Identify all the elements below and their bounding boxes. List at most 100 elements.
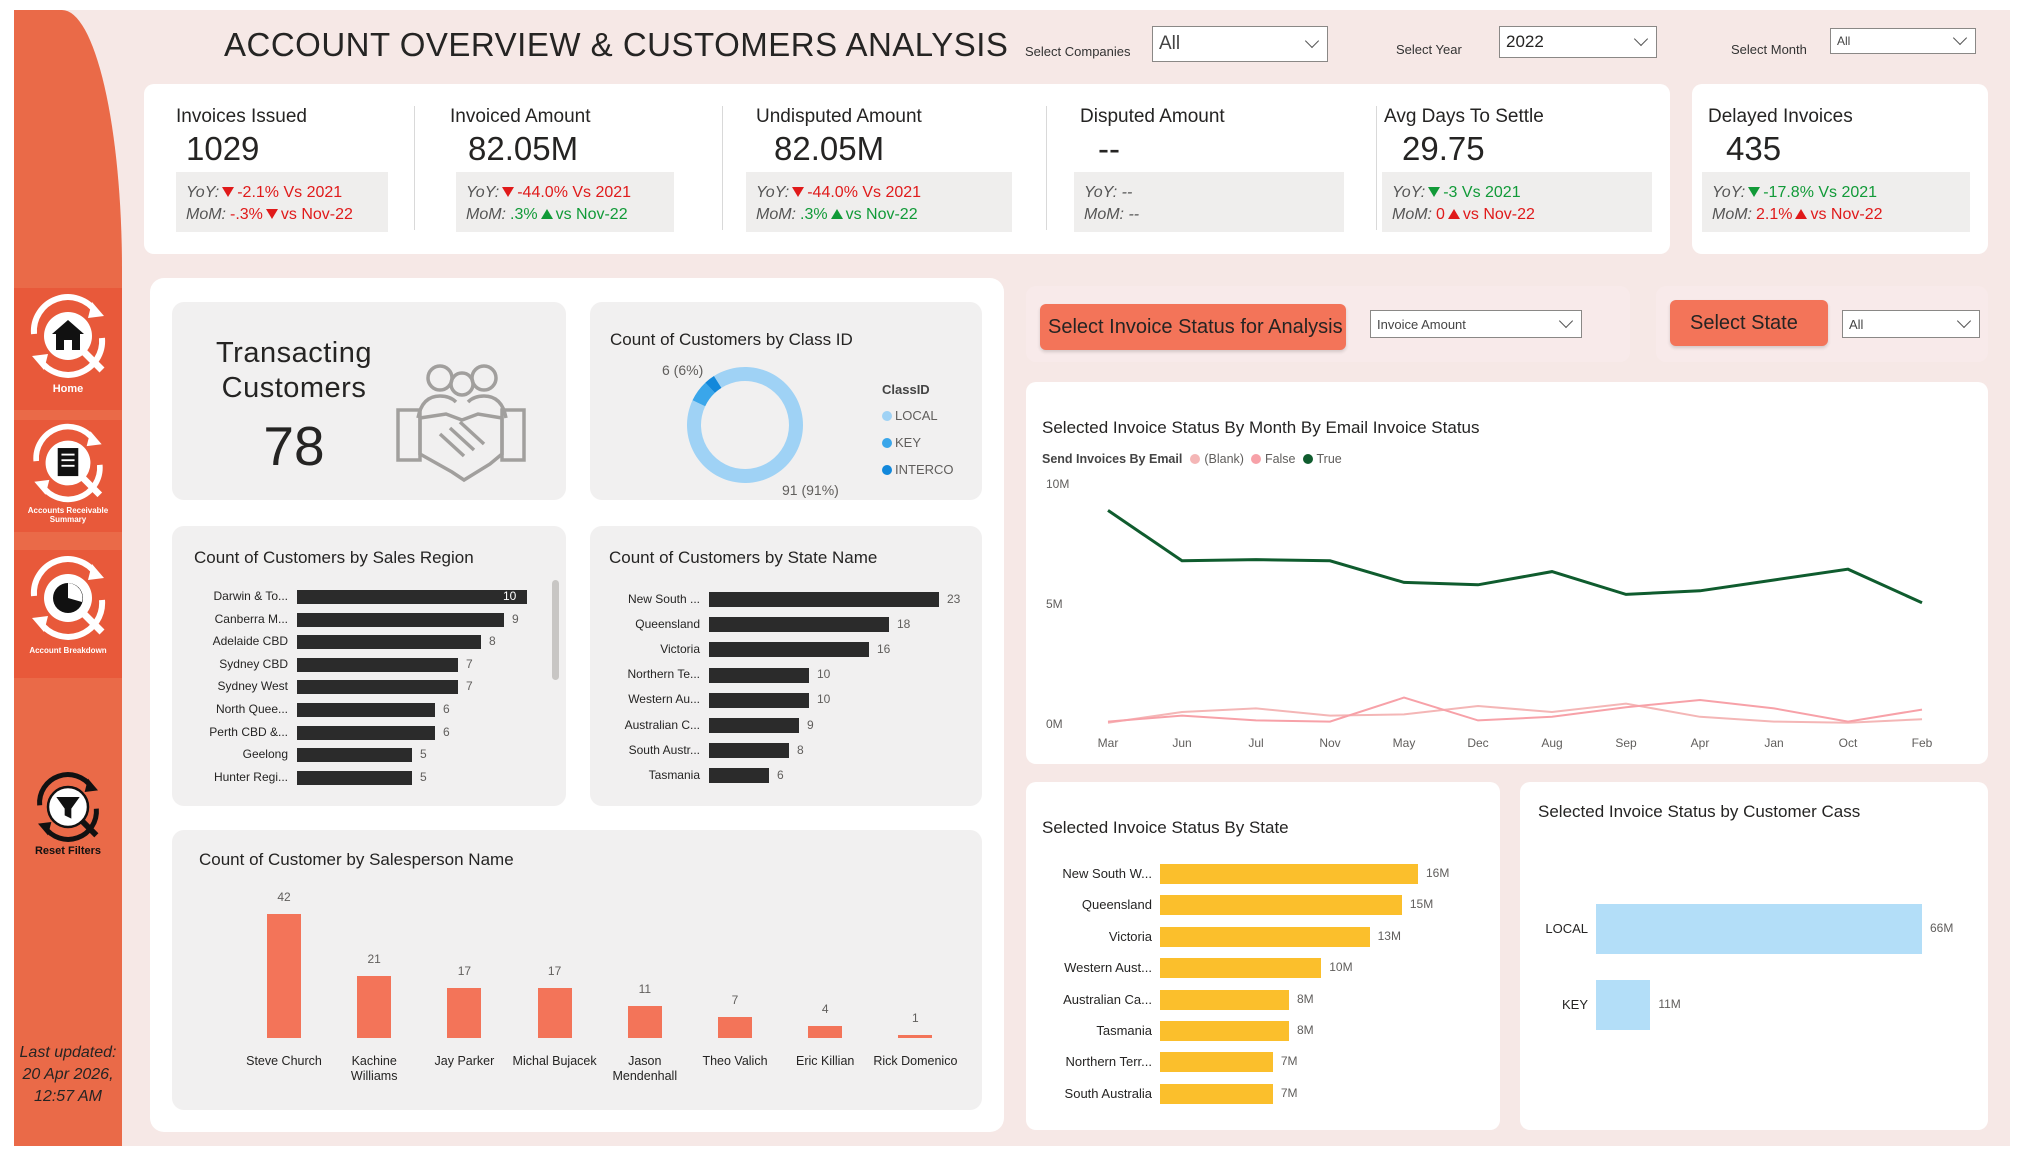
bar-value-label: 10M <box>1329 960 1353 975</box>
bar[interactable] <box>1596 904 1922 954</box>
bar[interactable] <box>1160 989 1289 1010</box>
state-name-card <box>590 526 982 806</box>
kpi-comparison-box: YoY: -17.8% Vs 2021 MoM: 2.1% vs Nov-22 <box>1702 172 1970 232</box>
bar[interactable] <box>297 590 527 604</box>
state-dropdown[interactable]: All <box>1842 310 1980 338</box>
kpi-title: Avg Days To Settle <box>1384 106 1544 127</box>
year-dropdown[interactable]: 2022 <box>1499 26 1657 58</box>
bar[interactable] <box>297 770 412 785</box>
bar[interactable] <box>709 592 939 607</box>
kpi-yoy-row: YoY: -- <box>1084 182 1334 204</box>
bar[interactable] <box>709 718 799 733</box>
bar[interactable] <box>297 725 435 740</box>
bar[interactable] <box>709 642 869 658</box>
kpi-yoy-label: YoY: <box>186 184 220 201</box>
bar[interactable] <box>297 657 458 672</box>
line-series-false[interactable] <box>1107 696 1923 723</box>
page-title: ACCOUNT OVERVIEW & CUSTOMERS ANALYSIS <box>224 26 1009 63</box>
x-tick-label: Jan <box>1764 736 1783 750</box>
invoice-status-dropdown[interactable]: Invoice Amount <box>1370 310 1582 338</box>
legend-item-interco[interactable]: INTERCO <box>882 456 954 483</box>
line-series-blank[interactable] <box>1107 702 1923 724</box>
bar[interactable] <box>297 703 435 717</box>
salesperson-bar[interactable] <box>447 987 482 1038</box>
donut-slice-key[interactable] <box>692 382 715 407</box>
salesperson-bar[interactable] <box>718 1017 752 1038</box>
salesperson-bar[interactable] <box>808 1026 843 1038</box>
bar-category-label: Perth CBD &... <box>209 724 288 739</box>
select-state-button[interactable]: Select State <box>1670 300 1828 346</box>
bar-category-label: South Australia <box>1064 1085 1152 1101</box>
salesperson-card <box>172 830 982 1110</box>
kpi-mom-label: MoM: -- <box>1084 206 1140 223</box>
bar-value-label: 8 <box>797 742 804 757</box>
select-companies-label: Select Companies <box>1025 44 1131 59</box>
salesperson-bar[interactable] <box>537 987 572 1038</box>
kpi-yoy-label: YoY: -- <box>1084 184 1133 201</box>
salesperson-bar[interactable] <box>898 1035 933 1038</box>
companies-dropdown[interactable]: All <box>1152 26 1328 62</box>
bar[interactable] <box>709 743 789 759</box>
kpi-value: 435 <box>1726 130 1782 167</box>
pie-chart-icon <box>30 556 106 640</box>
salesperson-bar[interactable] <box>357 976 392 1038</box>
trend-up-icon <box>540 209 553 219</box>
class-id-donut <box>687 367 803 483</box>
bar[interactable] <box>1596 980 1651 1030</box>
legend-true[interactable]: True <box>1316 452 1342 466</box>
kpi-mom-tail: vs Nov-22 <box>1810 206 1883 223</box>
bar[interactable] <box>1160 926 1370 947</box>
bar[interactable] <box>297 748 412 763</box>
donut-small-label: 6 (6%) <box>662 362 704 378</box>
kpi-divider <box>1376 106 1377 230</box>
salesperson-bar[interactable] <box>267 914 301 1038</box>
y-tick-label: 10M <box>1046 477 1069 491</box>
trend-down-icon <box>1428 187 1441 197</box>
kpi-card: Avg Days To Settle 29.75 <box>1384 106 1544 168</box>
bar-value-label: 17 <box>547 963 562 978</box>
bar[interactable] <box>709 617 889 633</box>
bar-value-label: 5 <box>420 747 427 762</box>
x-tick-label: May <box>1393 736 1416 750</box>
legend-blank[interactable]: (Blank) <box>1204 452 1244 466</box>
bar-value-label: 5 <box>420 769 427 784</box>
salesperson-name-label: Kachine Williams <box>350 1054 398 1083</box>
legend-dot <box>882 464 892 475</box>
nav-account-breakdown[interactable]: Account Breakdown <box>14 550 122 678</box>
kpi-comparison-box: YoY: -2.1% Vs 2021 MoM: -.3% vs Nov-22 <box>176 172 388 232</box>
salesperson-name-label: Theo Valich <box>702 1054 768 1068</box>
bar[interactable] <box>297 612 504 627</box>
nav-home[interactable]: Home <box>14 288 122 410</box>
bar[interactable] <box>1160 895 1402 916</box>
bar[interactable] <box>1160 1083 1273 1104</box>
line-series-true[interactable] <box>1107 509 1923 605</box>
bar-category-label: Sydney CBD <box>219 656 288 671</box>
salesperson-bar[interactable] <box>627 1005 662 1038</box>
bar-category-label: Canberra M... <box>214 611 288 626</box>
bar[interactable] <box>709 692 809 708</box>
kpi-mom-tail: vs Nov-22 <box>1462 206 1535 223</box>
kpi-yoy-value: -3 Vs 2021 <box>1443 184 1521 201</box>
bar-category-label: Sydney West <box>217 679 288 694</box>
reset-filters-button[interactable]: Reset Filters <box>14 768 122 864</box>
by-class-title: Selected Invoice Status by Customer Cass <box>1538 802 1861 821</box>
nav-ar-summary[interactable]: Accounts Receivable Summary <box>14 420 122 532</box>
bar[interactable] <box>297 635 481 650</box>
select-invoice-status-button[interactable]: Select Invoice Status for Analysis <box>1040 304 1346 350</box>
bar-value-label: 11 <box>638 981 652 996</box>
class-id-title: Count of Customers by Class ID <box>610 330 853 349</box>
legend-item-key[interactable]: KEY <box>882 429 954 456</box>
bar[interactable] <box>1160 864 1418 884</box>
legend-false[interactable]: False <box>1264 452 1296 466</box>
legend-item-local[interactable]: LOCAL <box>882 402 954 429</box>
bar[interactable] <box>297 680 458 695</box>
bar[interactable] <box>1160 1021 1289 1041</box>
bar[interactable] <box>709 667 809 683</box>
kpi-mom-label: MoM: <box>186 206 226 223</box>
bar[interactable] <box>1160 958 1322 979</box>
month-dropdown[interactable]: All <box>1830 28 1976 54</box>
bar[interactable] <box>1160 1052 1273 1073</box>
sales-region-scrollbar[interactable] <box>552 580 559 680</box>
bar[interactable] <box>709 768 769 784</box>
donut-slice-interco[interactable] <box>705 376 722 393</box>
